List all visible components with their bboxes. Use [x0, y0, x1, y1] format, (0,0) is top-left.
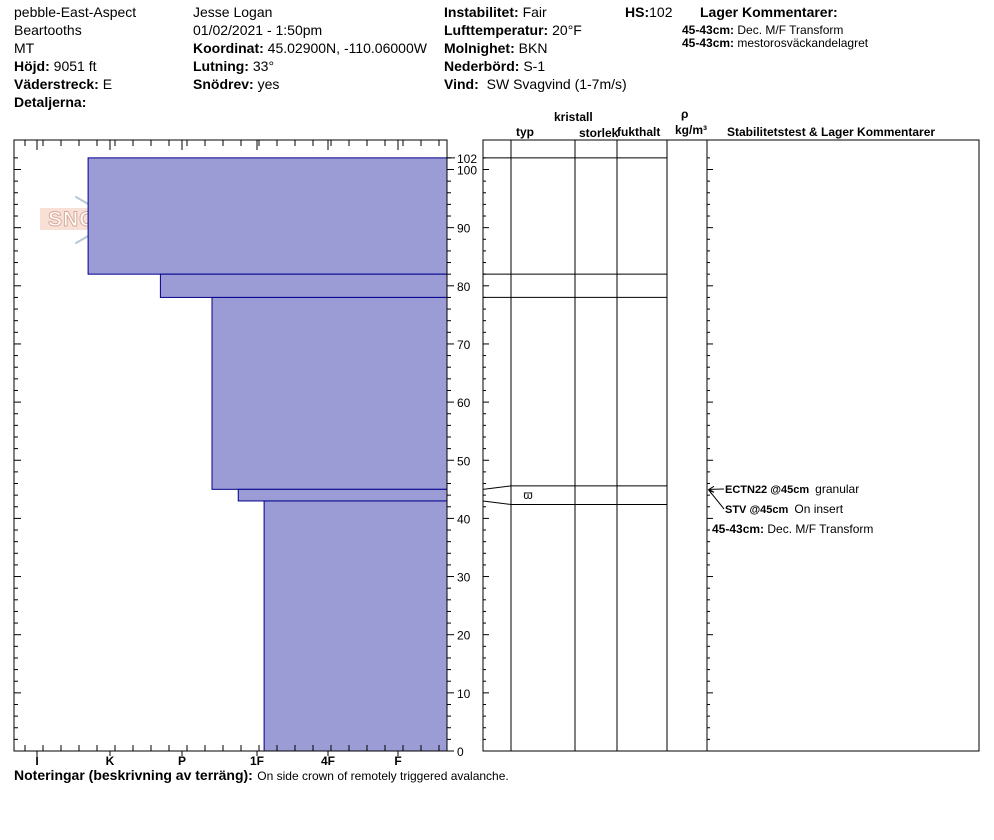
hardness-label-P: P	[178, 754, 186, 768]
hardness-label-4F: 4F	[321, 754, 335, 768]
layer-comment-2-range: 45-43cm:	[682, 36, 735, 50]
column-moisture: fukthalt	[617, 125, 661, 139]
aspect-value: E	[102, 76, 113, 92]
layer-table-frame	[482, 139, 980, 752]
notes-label: Noteringar (beskrivning av terräng):	[14, 767, 253, 783]
snow-height-label: HS:	[625, 4, 650, 20]
slope-value: 33°	[252, 58, 275, 74]
cloud-cover-value: BKN	[518, 40, 548, 56]
y-tick-label-50: 50	[457, 454, 471, 468]
hardness-label-1F: 1F	[250, 754, 264, 768]
y-tick-label-100: 100	[457, 164, 477, 178]
observation-datetime: 01/02/2021 - 1:50pm	[193, 22, 323, 38]
air-temperature-value: 20°F	[552, 22, 582, 38]
cloud-cover: Molnighet: BKN	[444, 40, 547, 56]
air-temperature-label: Lufttemperatur:	[444, 22, 549, 38]
y-tick-label-70: 70	[457, 338, 471, 352]
layer-connector-bottom	[482, 500, 512, 505]
stability-layer-comment: 45-43cm: Dec. M/F Transform	[712, 522, 873, 536]
stability-test-1: ECTN22 @45cm granular	[725, 482, 859, 496]
hardness-layer-3	[211, 296, 448, 490]
hardness-label-I: I	[35, 754, 38, 768]
hardness-layer-5	[263, 500, 448, 752]
layer-comments-title: Lager Kommentarer:	[700, 4, 838, 20]
y-tick-label-80: 80	[457, 280, 471, 294]
layer-comment-1-range: 45-43cm:	[682, 23, 735, 37]
cloud-cover-label: Molnighet:	[444, 40, 515, 56]
y-tick-label-90: 90	[457, 222, 471, 236]
precipitation: Nederbörd: S-1	[444, 58, 545, 74]
wind-label: Vind:	[444, 76, 479, 92]
stability-test-2: STV @45cm On insert	[725, 502, 843, 516]
precipitation-label: Nederbörd:	[444, 58, 520, 74]
stability-layer-comment-range: 45-43cm:	[712, 522, 765, 536]
notes-text: On side crown of remotely triggered aval…	[257, 769, 509, 783]
slope-label: Lutning:	[193, 58, 249, 74]
instability-value: Fair	[522, 4, 547, 20]
coordinates-value: 45.02900N, -110.06000W	[267, 40, 427, 56]
column-rho: ρ	[681, 107, 689, 121]
hardness-label-K: K	[106, 754, 115, 768]
details-label: Detaljerna:	[14, 94, 87, 110]
stability-test-1-label: ECTN22 @45cm	[725, 484, 810, 496]
stability-test-1-result: granular	[815, 482, 860, 496]
mountain-range: Beartooths	[14, 22, 82, 38]
column-size: storlek	[579, 126, 619, 140]
coordinates: Koordinat: 45.02900N, -110.06000W	[193, 40, 427, 56]
instability-label: Instabilitet:	[444, 4, 519, 20]
layer-comment-1: 45-43cm: Dec. M/F Transform	[682, 23, 843, 37]
elevation-label: Höjd:	[14, 58, 50, 74]
observer-name: Jesse Logan	[193, 4, 273, 20]
column-stability: Stabilitetstest & Lager Kommentarer	[727, 125, 936, 139]
snow-drift-value: yes	[257, 76, 280, 92]
coordinates-label: Koordinat:	[193, 40, 264, 56]
aspect: Väderstreck: E	[14, 76, 112, 92]
notes: Noteringar (beskrivning av terräng): On …	[14, 767, 509, 785]
y-tick-label-40: 40	[457, 512, 471, 526]
stability-test-2-label: STV @45cm	[725, 504, 789, 516]
wind: Vind: SW Svagvind (1-7m/s)	[444, 76, 627, 92]
layer-comment-2-text: mestorosväckandelagret	[737, 36, 869, 50]
column-type: typ	[516, 125, 534, 139]
hardness-plot-frame	[13, 139, 448, 752]
layer-connector-top	[482, 485, 512, 490]
aspect-label: Väderstreck:	[14, 76, 99, 92]
state: MT	[14, 40, 35, 56]
y-tick-label-20: 20	[457, 629, 471, 643]
snow-drift-label: Snödrev:	[193, 76, 254, 92]
snow-drift: Snödrev: yes	[193, 76, 279, 92]
layer-comment-2: 45-43cm: mestorosväckandelagret	[682, 36, 868, 50]
elevation: Höjd: 9051 ft	[14, 58, 96, 74]
instability: Instabilitet: Fair	[444, 4, 547, 20]
stability-layer-comment-text: Dec. M/F Transform	[767, 522, 874, 536]
y-tick-label-60: 60	[457, 396, 471, 410]
y-tick-label-10: 10	[457, 687, 471, 701]
y-tick-label-0: 0	[457, 745, 464, 759]
column-density-unit: kg/m³	[675, 123, 708, 137]
snow-height: HS:102	[625, 4, 672, 20]
air-temperature: Lufttemperatur: 20°F	[444, 22, 582, 38]
hardness-layer-2	[159, 273, 448, 298]
hardness-label-F: F	[394, 754, 401, 768]
stability-test-2-result: On insert	[794, 502, 844, 516]
precipitation-value: S-1	[523, 58, 546, 74]
elevation-value: 9051 ft	[53, 58, 97, 74]
snow-height-tick-label: 102	[457, 152, 477, 166]
stability-test-2-arrowhead	[707, 489, 715, 495]
hardness-layer-1	[87, 157, 448, 275]
y-tick-label-30: 30	[457, 571, 471, 585]
slope: Lutning: 33°	[193, 58, 274, 74]
layer-comment-1-text: Dec. M/F Transform	[737, 23, 844, 37]
column-crystal: kristall	[554, 110, 593, 124]
snow-height-value: 102	[649, 4, 673, 20]
grain-type-symbol: ϖ	[523, 488, 532, 502]
hardness-layer-4	[237, 488, 448, 502]
wind-value: SW Svagvind (1-7m/s)	[486, 76, 627, 92]
location-name: pebble-East-Aspect	[14, 4, 137, 20]
